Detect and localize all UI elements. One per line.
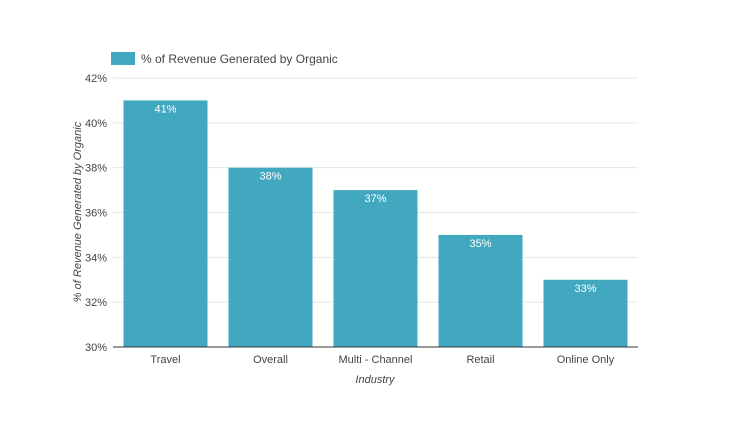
bar-data-label: 35% [469,238,491,250]
y-axis-ticks: 30% 32% 34% 36% 38% 40% 42% [85,73,107,354]
y-tick-label: 42% [85,73,107,85]
bar[interactable] [123,100,208,348]
x-axis-ticks: Travel Overall Multi - Channel Retail Online… [150,354,614,366]
bar[interactable] [228,167,313,347]
data-labels: 41% 38% 37% 35% 33% [154,103,596,294]
legend-label: % of Revenue Generated by Organic [141,52,338,66]
x-tick-label: Online Only [557,354,615,366]
bar-data-label: 41% [154,103,176,115]
bar-data-label: 38% [259,171,281,183]
y-tick-label: 38% [85,163,107,175]
bars [123,100,628,348]
x-tick-label: Retail [466,354,494,366]
bar[interactable] [438,234,523,347]
y-tick-label: 32% [85,297,107,309]
x-axis-title: Industry [355,374,396,386]
y-tick-label: 40% [85,118,107,130]
bar-data-label: 37% [364,193,386,205]
y-axis-title: % of Revenue Generated by Organic [72,121,84,302]
y-tick-label: 30% [85,342,107,354]
y-tick-label: 34% [85,252,107,264]
x-tick-label: Multi - Channel [339,354,413,366]
bar[interactable] [543,279,628,347]
bar[interactable] [333,190,418,347]
bar-data-label: 33% [574,283,596,295]
legend[interactable]: % of Revenue Generated by Organic [111,52,338,66]
x-tick-label: Travel [150,354,180,366]
x-tick-label: Overall [253,354,288,366]
y-tick-label: 36% [85,208,107,220]
legend-swatch [111,52,135,65]
